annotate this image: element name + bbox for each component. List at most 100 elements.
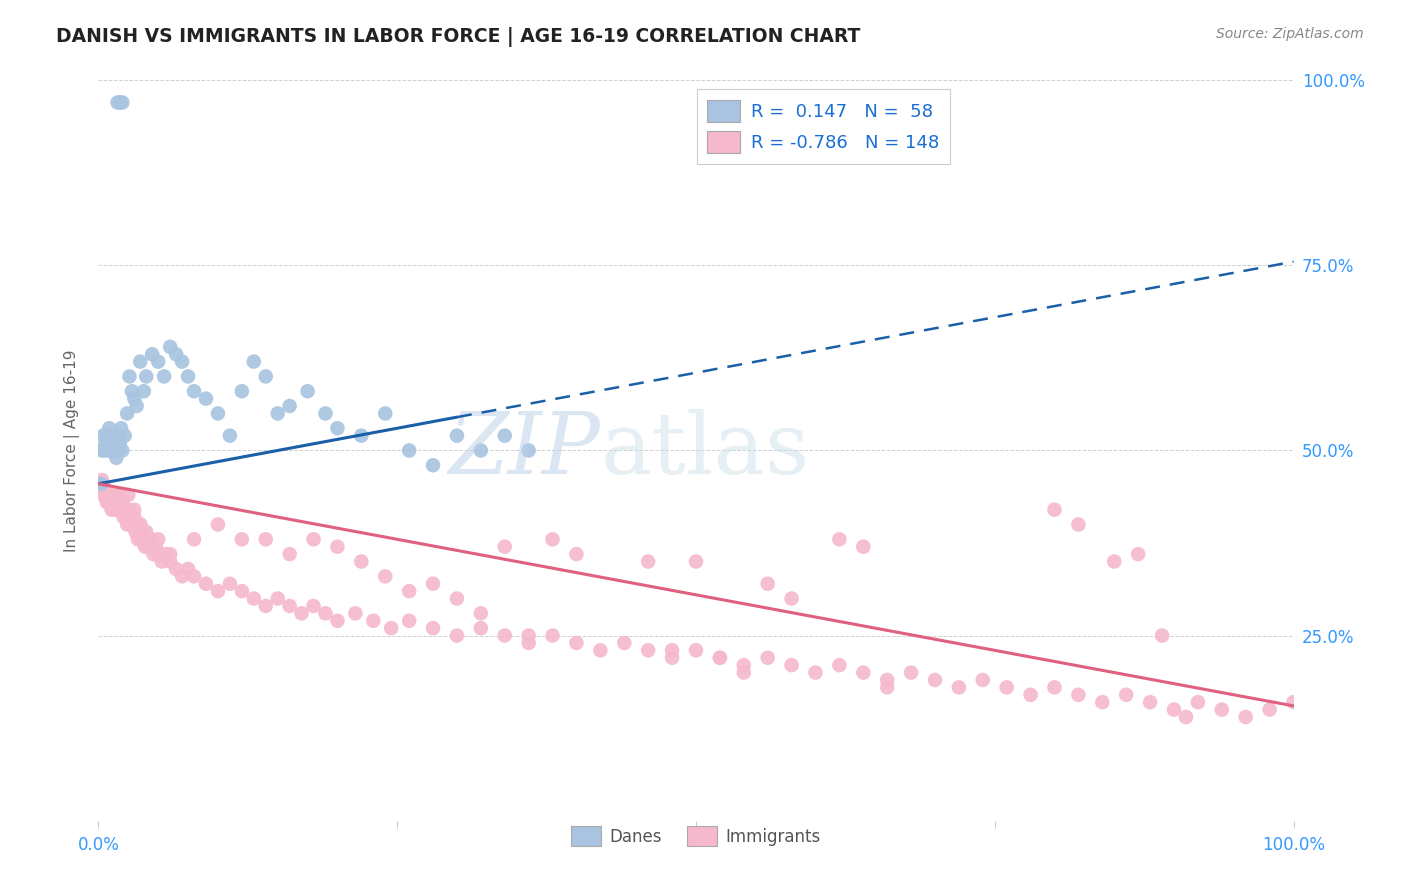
Point <box>231 384 253 399</box>
Point <box>124 392 146 406</box>
Point <box>121 384 143 399</box>
Point <box>541 628 564 642</box>
Point <box>135 533 157 547</box>
Point <box>90 476 112 491</box>
Point <box>148 354 170 368</box>
Point <box>565 547 588 561</box>
Point <box>1043 681 1066 695</box>
Point <box>150 555 173 569</box>
Point <box>254 599 277 613</box>
Point <box>93 480 115 494</box>
Point <box>98 443 122 458</box>
Point <box>124 510 146 524</box>
Point <box>159 555 181 569</box>
Point <box>756 650 779 665</box>
Text: atlas: atlas <box>600 409 810 492</box>
Point <box>852 540 875 554</box>
Point <box>177 369 200 384</box>
Point <box>398 614 420 628</box>
Point <box>709 650 731 665</box>
Point <box>254 369 277 384</box>
Point <box>104 443 127 458</box>
Point <box>100 502 122 516</box>
Point <box>114 428 136 442</box>
Point <box>135 524 157 539</box>
Point <box>124 502 146 516</box>
Point <box>207 407 229 421</box>
Point <box>326 540 349 554</box>
Point <box>127 533 149 547</box>
Point <box>470 443 492 458</box>
Point <box>1258 703 1281 717</box>
Point <box>470 621 492 635</box>
Point <box>159 547 181 561</box>
Point <box>96 495 118 509</box>
Point <box>111 495 134 509</box>
Point <box>1234 710 1257 724</box>
Point <box>756 576 779 591</box>
Point <box>118 510 141 524</box>
Point <box>122 517 145 532</box>
Point <box>105 450 128 465</box>
Point <box>195 392 218 406</box>
Point <box>145 540 167 554</box>
Point <box>278 599 301 613</box>
Point <box>1067 688 1090 702</box>
Point <box>1152 628 1174 642</box>
Point <box>111 443 134 458</box>
Point <box>876 681 898 695</box>
Point <box>661 643 683 657</box>
Point <box>98 495 121 509</box>
Point <box>995 681 1018 695</box>
Point <box>134 540 156 554</box>
Point <box>1187 695 1209 709</box>
Point <box>374 569 396 583</box>
Point <box>97 488 120 502</box>
Point <box>115 510 138 524</box>
Point <box>398 584 420 599</box>
Point <box>494 428 516 442</box>
Point <box>155 547 177 561</box>
Point <box>91 473 114 487</box>
Point <box>494 628 516 642</box>
Point <box>195 576 218 591</box>
Point <box>1091 695 1114 709</box>
Point <box>103 502 125 516</box>
Point <box>121 510 143 524</box>
Point <box>142 547 165 561</box>
Point <box>91 428 114 442</box>
Point <box>125 399 148 413</box>
Point <box>114 502 136 516</box>
Point <box>219 576 242 591</box>
Point <box>183 533 205 547</box>
Point <box>733 665 755 680</box>
Point <box>129 354 152 368</box>
Point <box>96 428 118 442</box>
Point <box>139 533 162 547</box>
Point <box>422 576 444 591</box>
Point <box>172 354 194 368</box>
Point <box>661 650 683 665</box>
Point <box>183 569 205 583</box>
Point <box>165 347 187 361</box>
Point <box>1282 695 1305 709</box>
Point <box>243 591 266 606</box>
Point <box>613 636 636 650</box>
Point <box>165 562 187 576</box>
Point <box>101 495 124 509</box>
Point <box>94 436 117 450</box>
Text: ZIP: ZIP <box>449 409 600 491</box>
Point <box>91 443 114 458</box>
Point <box>1019 688 1042 702</box>
Point <box>207 584 229 599</box>
Point <box>105 488 128 502</box>
Point <box>110 502 132 516</box>
Point <box>804 665 827 680</box>
Text: DANISH VS IMMIGRANTS IN LABOR FORCE | AGE 16-19 CORRELATION CHART: DANISH VS IMMIGRANTS IN LABOR FORCE | AG… <box>56 27 860 46</box>
Point <box>97 443 120 458</box>
Point <box>231 584 253 599</box>
Point <box>120 517 142 532</box>
Point <box>141 347 163 361</box>
Point <box>589 643 612 657</box>
Point <box>446 591 468 606</box>
